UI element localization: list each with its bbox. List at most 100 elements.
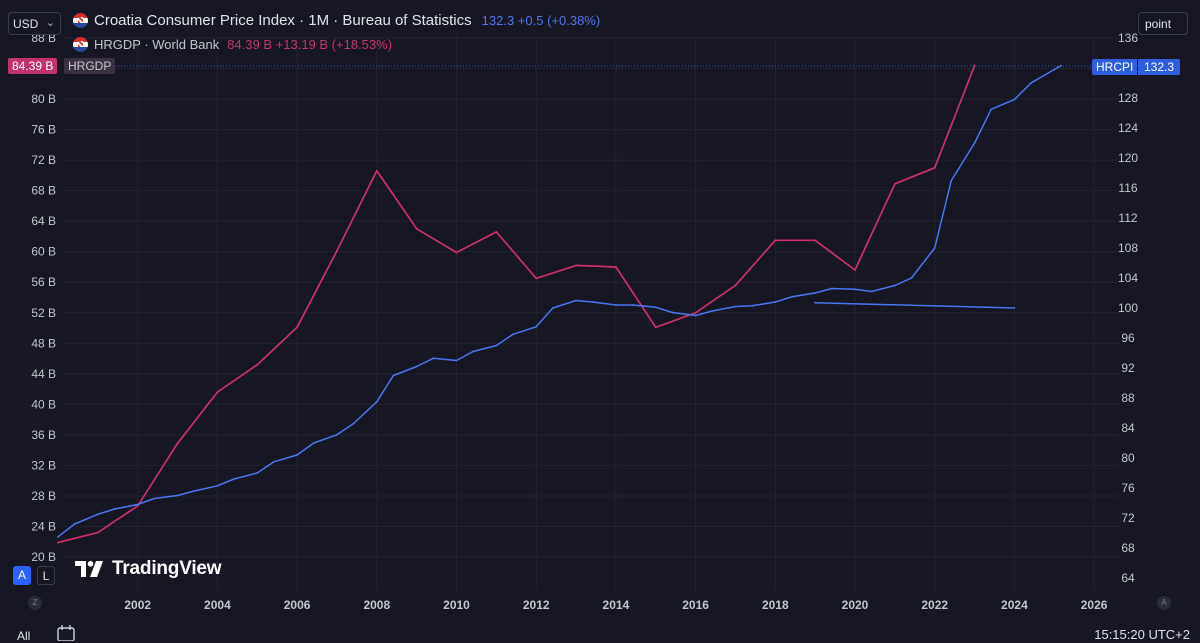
- right-axis-tick-label: 64: [1121, 571, 1135, 585]
- hrgdp-point: [535, 277, 538, 280]
- right-axis-tick-label: 88: [1121, 391, 1135, 405]
- series-2-point: [1013, 307, 1016, 309]
- hrgdp-point: [615, 266, 617, 268]
- hrcpi-point: [814, 292, 816, 294]
- hrcpi-point: [392, 374, 395, 377]
- croatia-flag-icon: [73, 37, 88, 52]
- time-axis-tick-label: 2024: [1001, 598, 1028, 612]
- hrgdp-point: [176, 442, 179, 445]
- hrcpi-point: [375, 400, 378, 403]
- hrcpi-point: [933, 247, 936, 249]
- right-axis-last-value-badge: 132.3: [1138, 59, 1181, 75]
- tradingview-watermark: TradingView: [75, 558, 222, 580]
- hrcpi-point: [415, 365, 418, 368]
- legend-secondary-series[interactable]: HRGDP · World Bank 84.39 B +13.19 B (+18…: [73, 37, 392, 52]
- bottom-toolbar: All 15:15:20 UTC+2: [0, 620, 1200, 643]
- hrcpi-point: [455, 359, 458, 362]
- hrcpi-point: [472, 350, 474, 353]
- hrgdp-point: [455, 251, 458, 254]
- hrcpi-point: [774, 301, 777, 303]
- time-axis-tick-label: 2026: [1081, 598, 1108, 612]
- hrcpi-point: [1013, 98, 1016, 101]
- auto-scale-button[interactable]: A: [13, 566, 31, 585]
- left-axis-tick-label: 20 B: [31, 550, 56, 564]
- zoom-reset-icon[interactable]: Z: [28, 596, 42, 610]
- time-axis-tick-label: 2002: [124, 598, 151, 612]
- hrcpi-point: [711, 310, 714, 312]
- hrcpi-point: [256, 472, 259, 474]
- legend-primary-title: Croatia Consumer Price Index · 1M · Bure…: [94, 12, 472, 29]
- legend-secondary-title: HRGDP · World Bank: [94, 37, 220, 52]
- right-axis-tick-label: 84: [1121, 421, 1135, 435]
- hrgdp-point: [734, 284, 737, 287]
- left-axis-tick-label: 72 B: [31, 153, 56, 167]
- hrgdp-point: [256, 363, 259, 366]
- hrcpi-point: [1060, 64, 1062, 67]
- hrcpi-point: [894, 284, 896, 287]
- series-2-line: [814, 301, 1016, 309]
- chevron-down-icon: ⌄: [45, 17, 55, 29]
- scale-mode-label: point: [1145, 17, 1172, 31]
- hrcpi-point: [854, 288, 856, 291]
- hrgdp-point: [415, 227, 418, 230]
- hrcpi-point: [233, 478, 235, 480]
- clock-display: 15:15:20 UTC+2: [1094, 627, 1190, 642]
- hrcpi-point: [734, 305, 737, 308]
- time-axis-tick-label: 2006: [284, 598, 311, 612]
- time-axis-tick-label: 2004: [204, 598, 231, 612]
- legend-secondary-values: 84.39 B +13.19 B (+18.53%): [227, 37, 393, 52]
- time-axis-tick-label: 2022: [921, 598, 948, 612]
- legend-primary-series[interactable]: Croatia Consumer Price Index · 1M · Bure…: [73, 12, 600, 29]
- hrcpi-point: [535, 325, 538, 328]
- time-axis: 2002 2004 2006 2008 2010 2012 2014 2016 2018 2020…: [124, 598, 1107, 612]
- calendar-icon[interactable]: [56, 625, 76, 641]
- left-axis-tick-label: 24 B: [31, 519, 56, 533]
- time-axis-tick-label: 2012: [523, 598, 550, 612]
- hrcpi-point: [432, 357, 435, 360]
- hrcpi-point: [96, 513, 99, 516]
- hrgdp-point: [654, 326, 657, 329]
- hrcpi-point: [1030, 82, 1032, 84]
- right-axis-tick-label: 100: [1118, 301, 1138, 315]
- right-axis-series-name-badge: HRCPI: [1092, 59, 1138, 75]
- hrcpi-point: [73, 523, 76, 525]
- hrcpi-point: [671, 311, 674, 314]
- left-axis-tick-label: 32 B: [31, 458, 56, 472]
- right-axis-tick-label: 80: [1121, 451, 1135, 465]
- auto-fit-icon[interactable]: A: [1157, 596, 1171, 610]
- log-scale-button[interactable]: L: [37, 566, 55, 585]
- hrgdp-point: [973, 64, 976, 67]
- left-axis-tick-label: 36 B: [31, 428, 56, 442]
- hrgdp-point: [216, 391, 219, 393]
- left-axis-last-value-badge: 84.39 B: [8, 58, 58, 74]
- left-axis-tick-label: 68 B: [31, 184, 56, 198]
- hrgdp-point: [136, 505, 139, 507]
- right-axis-tick-label: 108: [1118, 241, 1138, 255]
- hrcpi-point: [591, 301, 594, 303]
- time-axis-tick-label: 2014: [603, 598, 630, 612]
- hrcpi-point: [910, 277, 913, 279]
- hrgdp-point: [854, 269, 856, 271]
- hrcpi-point: [512, 333, 514, 336]
- right-axis-tick-label: 76: [1121, 481, 1135, 495]
- right-axis-tick-label: 120: [1118, 151, 1138, 165]
- right-axis-tick-label: 112: [1118, 211, 1137, 225]
- hrcpi-point: [575, 299, 577, 302]
- hrcpi-point: [176, 494, 179, 497]
- left-axis-tick-label: 80 B: [31, 92, 56, 106]
- hrcpi-point: [973, 142, 976, 144]
- hrcpi-point: [751, 304, 753, 307]
- hrcpi-point: [654, 306, 657, 309]
- hrcpi-point: [113, 508, 116, 510]
- hrcpi-point: [551, 307, 554, 309]
- tradingview-logo-icon: [75, 561, 103, 577]
- range-all-button[interactable]: All: [17, 629, 31, 643]
- hrcpi-point: [990, 108, 993, 111]
- hrcpi-point: [352, 422, 355, 425]
- left-axis-tick-label: 52 B: [31, 306, 56, 320]
- scale-mode-select[interactable]: point: [1138, 12, 1188, 35]
- series-2-point: [814, 301, 816, 304]
- currency-select[interactable]: USD ⌄: [8, 12, 61, 35]
- hrcpi-point: [870, 290, 873, 293]
